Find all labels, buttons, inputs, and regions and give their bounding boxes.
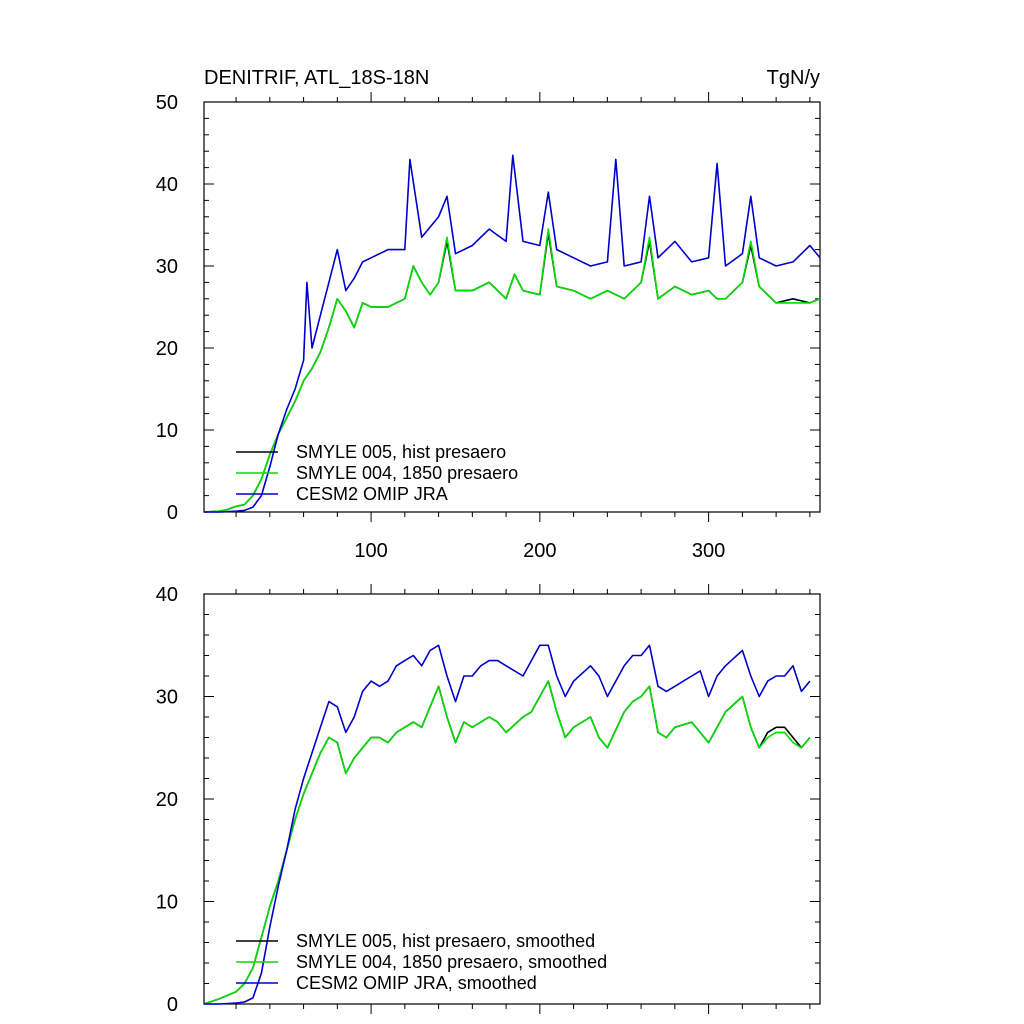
top-plot-frame — [203, 101, 821, 513]
y-tick-label: 0 — [167, 502, 178, 524]
legend-label: SMYLE 004, 1850 presaero, smoothed — [296, 952, 607, 972]
legend-label: SMYLE 004, 1850 presaero — [296, 463, 518, 483]
series-line-2 — [203, 228, 821, 513]
bottom-ticks: 0 10 20 30 40 — [156, 584, 820, 1016]
series-line-2 — [203, 680, 811, 1005]
top-panel: DENITRIF, ATL_18S-18N TgN/y 0 10 20 30 40 50 1… — [156, 67, 821, 562]
y-tick-label: 10 — [156, 892, 178, 914]
bottom-legend: SMYLE 005, hist presaero, smoothedSMYLE … — [236, 931, 607, 993]
top-title-right: TgN/y — [767, 67, 820, 89]
bottom-series-lines — [203, 644, 811, 1005]
legend-label: CESM2 OMIP JRA — [296, 484, 448, 504]
top-title-left: DENITRIF, ATL_18S-18N — [204, 67, 429, 89]
y-tick-label: 40 — [156, 174, 178, 196]
series-line-3 — [204, 154, 821, 513]
y-tick-label: 0 — [167, 994, 178, 1016]
legend-label: CESM2 OMIP JRA, smoothed — [296, 973, 537, 993]
y-tick-label: 20 — [156, 789, 178, 811]
bottom-panel: 0 10 20 30 40 SMYLE 005, hist presaero, smoo… — [156, 584, 821, 1016]
legend-label: SMYLE 005, hist presaero — [296, 442, 506, 462]
x-tick-label: 200 — [523, 540, 556, 562]
x-tick-label: 100 — [354, 540, 387, 562]
y-tick-label: 30 — [156, 687, 178, 709]
top-series-lines — [203, 154, 821, 513]
x-tick-label: 300 — [692, 540, 725, 562]
y-tick-label: 50 — [156, 92, 178, 114]
top-ticks: 0 10 20 30 40 50 100 200 300 — [156, 92, 820, 562]
y-tick-label: 10 — [156, 420, 178, 442]
y-tick-label: 40 — [156, 584, 178, 606]
y-tick-label: 20 — [156, 338, 178, 360]
series-line-3 — [204, 644, 811, 1005]
legend-label: SMYLE 005, hist presaero, smoothed — [296, 931, 595, 951]
y-tick-label: 30 — [156, 256, 178, 278]
